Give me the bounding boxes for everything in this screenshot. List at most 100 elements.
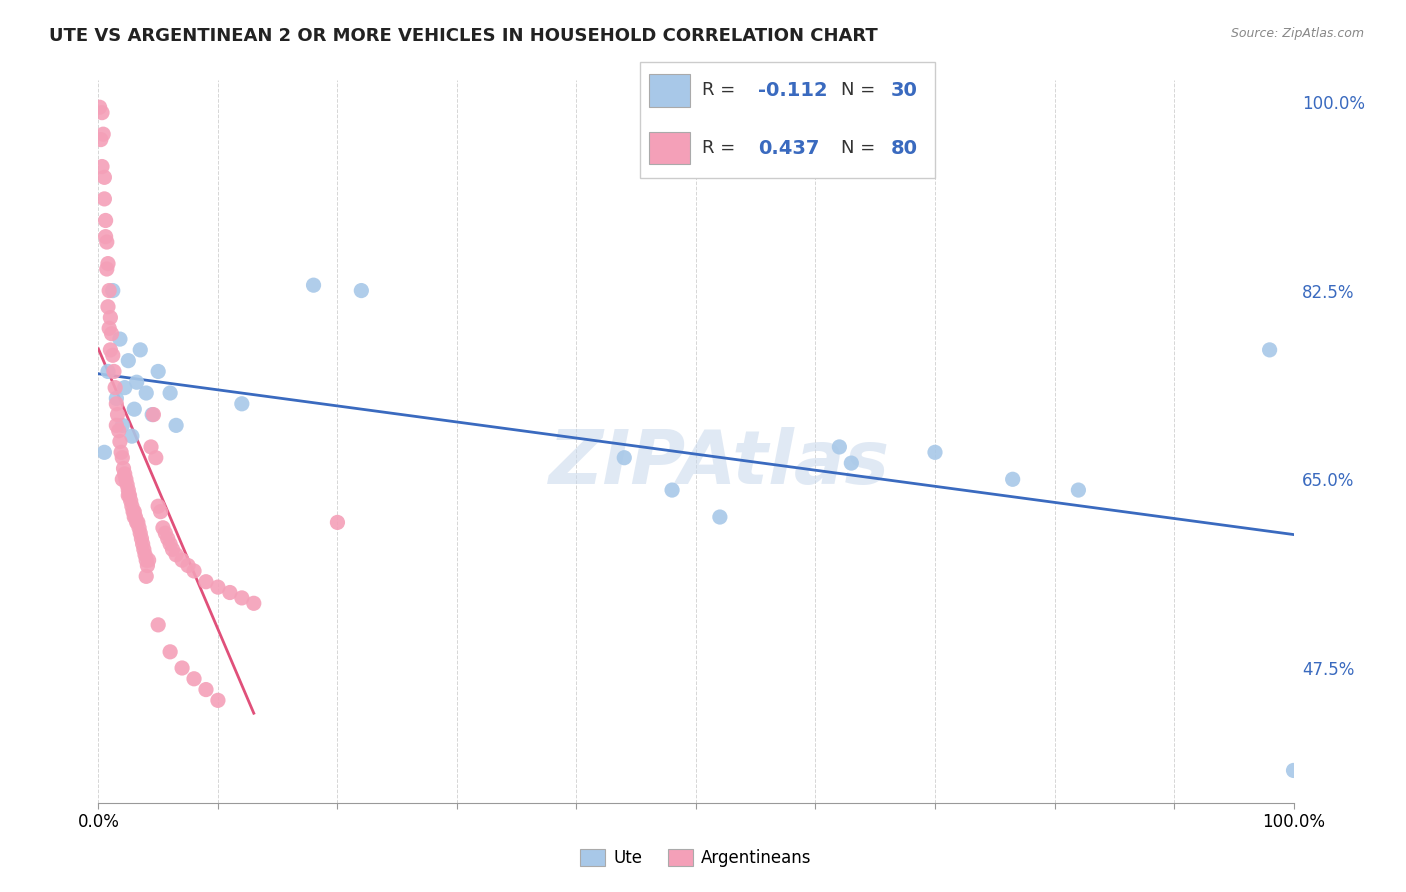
Point — [97, 364, 120, 378]
Point — [124, 510, 146, 524]
Point — [172, 553, 194, 567]
Point — [94, 229, 117, 244]
Point — [121, 500, 143, 514]
Point — [100, 326, 122, 341]
Point — [101, 284, 124, 298]
Point — [195, 682, 218, 697]
Point — [134, 548, 156, 562]
Text: 80: 80 — [891, 139, 918, 158]
Text: UTE VS ARGENTINEAN 2 OR MORE VEHICLES IN HOUSEHOLD CORRELATION CHART: UTE VS ARGENTINEAN 2 OR MORE VEHICLES IN… — [49, 27, 877, 45]
Point — [105, 392, 128, 406]
Text: N =: N = — [841, 81, 880, 99]
FancyBboxPatch shape — [648, 132, 690, 164]
Point — [1067, 483, 1090, 497]
Point — [131, 537, 153, 551]
Text: 0.437: 0.437 — [758, 139, 820, 158]
Point — [145, 450, 167, 465]
Point — [219, 585, 242, 599]
Point — [91, 105, 114, 120]
FancyBboxPatch shape — [648, 74, 690, 106]
Point — [105, 397, 128, 411]
Point — [97, 300, 120, 314]
Point — [110, 445, 132, 459]
Point — [129, 526, 152, 541]
Point — [172, 661, 194, 675]
Point — [125, 516, 148, 530]
Point — [108, 332, 131, 346]
Point — [117, 483, 139, 497]
Point — [132, 542, 155, 557]
Text: R =: R = — [702, 139, 741, 157]
Point — [121, 429, 143, 443]
Point — [326, 516, 349, 530]
Point — [162, 542, 184, 557]
Point — [1001, 472, 1024, 486]
Point — [841, 456, 863, 470]
Point — [243, 596, 266, 610]
Point — [165, 548, 187, 562]
Point — [148, 618, 170, 632]
Text: Source: ZipAtlas.com: Source: ZipAtlas.com — [1230, 27, 1364, 40]
Point — [1258, 343, 1281, 357]
Point — [127, 516, 149, 530]
Point — [152, 521, 174, 535]
Point — [131, 532, 153, 546]
Point — [94, 213, 117, 227]
Point — [91, 160, 114, 174]
Point — [138, 553, 160, 567]
Point — [148, 500, 170, 514]
Point — [125, 376, 148, 390]
Point — [98, 321, 121, 335]
Point — [115, 477, 138, 491]
Point — [91, 127, 114, 141]
Point — [709, 510, 731, 524]
Point — [105, 418, 128, 433]
Point — [124, 402, 146, 417]
Point — [117, 353, 139, 368]
Point — [98, 310, 122, 325]
Point — [124, 510, 146, 524]
Point — [90, 132, 112, 146]
Point — [159, 386, 181, 401]
Point — [103, 364, 125, 378]
Text: ZIPAtlas: ZIPAtlas — [550, 426, 890, 500]
Point — [97, 257, 120, 271]
Point — [613, 450, 636, 465]
Point — [195, 574, 218, 589]
Point — [93, 170, 115, 185]
Point — [124, 505, 146, 519]
Point — [122, 505, 145, 519]
Legend: Ute, Argentineans: Ute, Argentineans — [574, 842, 818, 874]
Point — [350, 284, 373, 298]
Point — [96, 262, 118, 277]
Point — [159, 645, 181, 659]
Point — [111, 418, 134, 433]
Point — [148, 364, 170, 378]
Point — [112, 461, 135, 475]
Text: -0.112: -0.112 — [758, 81, 828, 100]
Point — [129, 343, 152, 357]
Point — [828, 440, 851, 454]
Point — [96, 235, 118, 249]
Point — [156, 532, 179, 546]
Point — [111, 472, 134, 486]
Point — [159, 537, 181, 551]
Point — [207, 580, 229, 594]
Point — [101, 348, 124, 362]
Point — [120, 493, 142, 508]
Point — [141, 408, 163, 422]
Point — [139, 440, 162, 454]
Point — [104, 381, 127, 395]
Point — [135, 553, 157, 567]
Point — [142, 408, 165, 422]
Point — [93, 192, 115, 206]
Point — [165, 418, 187, 433]
Point — [107, 424, 129, 438]
Point — [183, 564, 205, 578]
Point — [155, 526, 177, 541]
Point — [207, 693, 229, 707]
Point — [93, 445, 115, 459]
Point — [183, 672, 205, 686]
Point — [302, 278, 325, 293]
Point — [108, 434, 131, 449]
